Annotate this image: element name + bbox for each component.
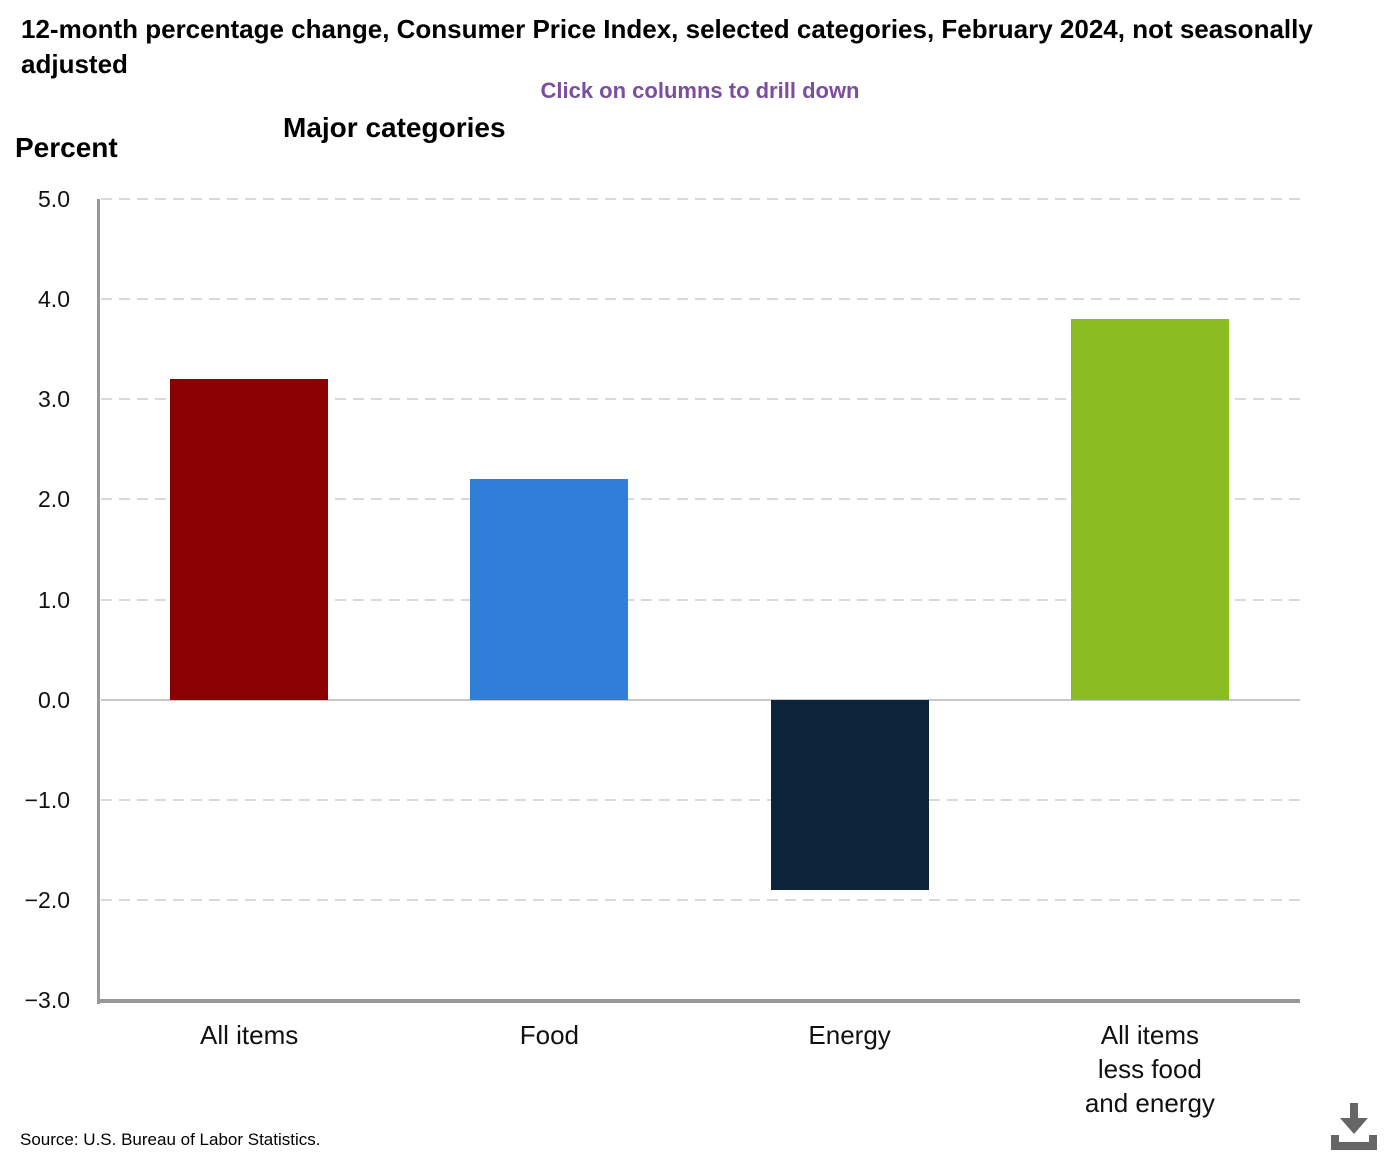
x-category-label-energy: Energy xyxy=(690,1018,1010,1052)
y-tick-label-3-0: 3.0 xyxy=(38,386,70,413)
gridline xyxy=(101,898,1300,901)
y-tick-label-3-0: −3.0 xyxy=(24,987,70,1013)
gridline xyxy=(101,198,1300,200)
gridline xyxy=(101,398,1300,401)
bar-energy[interactable] xyxy=(770,699,929,890)
source-text: Source: U.S. Bureau of Labor Statistics. xyxy=(20,1130,321,1149)
y-tick-label-2-0: 2.0 xyxy=(38,486,70,513)
y-tick-label-0-0: 0.0 xyxy=(38,686,70,713)
x-category-label-line: Energy xyxy=(808,1020,891,1050)
panel-title: Major categories xyxy=(283,112,506,143)
gridline xyxy=(101,298,1300,301)
x-category-label-line: All items xyxy=(200,1020,299,1050)
y-tick-label-5-0: 5.0 xyxy=(38,186,70,212)
y-tick-label-2-0: −2.0 xyxy=(24,886,70,913)
y-axis-line xyxy=(97,199,100,1004)
x-category-label-line: All items xyxy=(1100,1020,1199,1050)
y-tick-label-4-0: 4.0 xyxy=(38,286,70,313)
y-tick-label-1-0: −1.0 xyxy=(24,786,70,813)
gridline xyxy=(101,498,1300,501)
y-tick-label-1-0: 1.0 xyxy=(38,586,70,613)
bar-all-items[interactable] xyxy=(170,379,329,700)
download-icon xyxy=(1331,1103,1377,1150)
bar-food[interactable] xyxy=(470,479,629,700)
x-axis-line xyxy=(97,999,1300,1003)
chart-title: 12-month percentage change, Consumer Pri… xyxy=(21,14,1313,79)
zero-gridline xyxy=(101,698,1300,701)
x-category-label-all-items: All items xyxy=(89,1018,409,1052)
bar-all-items-less-food-and-energy[interactable] xyxy=(1070,319,1229,700)
x-category-label-food: Food xyxy=(389,1018,709,1052)
gridline xyxy=(101,798,1300,801)
download-button[interactable] xyxy=(1328,1100,1380,1154)
gridline xyxy=(101,598,1300,601)
y-axis-label: Percent xyxy=(15,132,118,163)
x-category-label-all-items-less-food-and-energy: All items less food and energy xyxy=(990,1018,1310,1120)
x-category-label-line: less food xyxy=(1097,1054,1202,1084)
x-category-label-line: Food xyxy=(519,1020,579,1050)
drilldown-hint: Click on columns to drill down xyxy=(540,78,860,103)
x-category-label-line: and energy xyxy=(1084,1088,1215,1118)
